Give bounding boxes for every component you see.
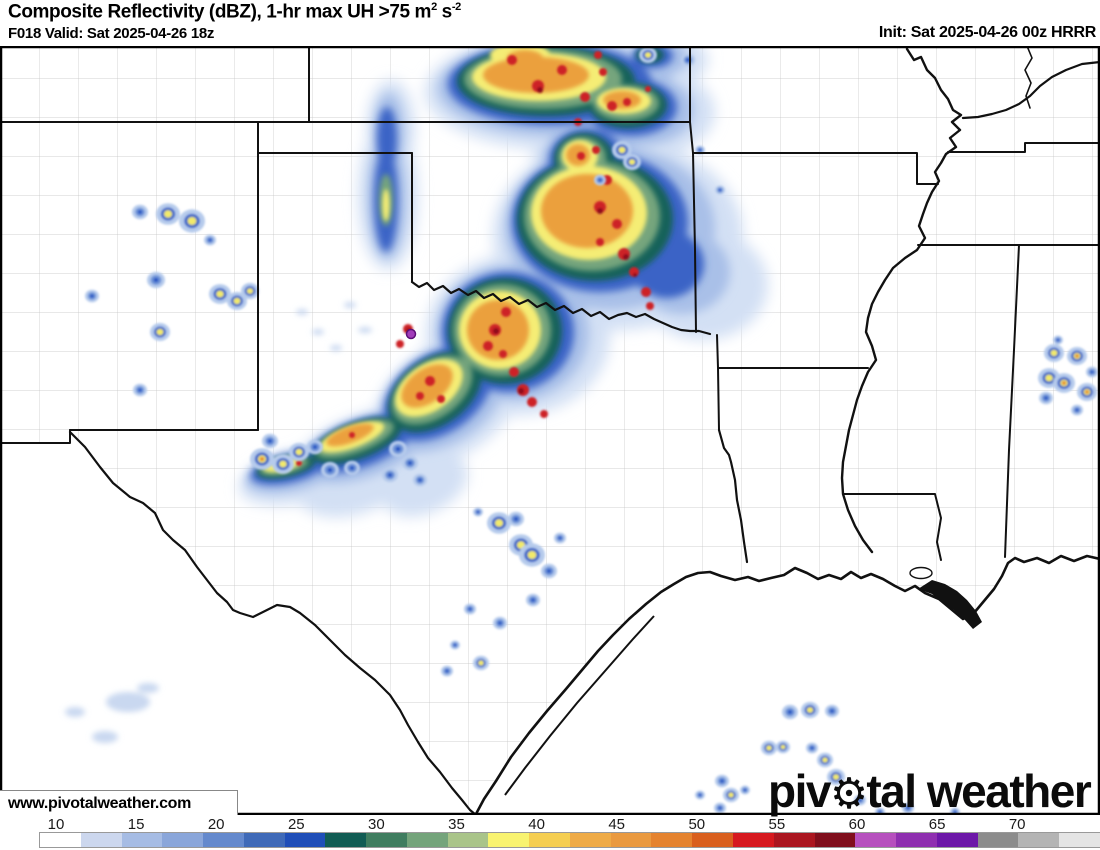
pivotal-weather-logo: piv⚙tal weather [768,765,1092,817]
rivers [68,46,1100,815]
sabine-river [717,428,749,564]
uh-track-marker [405,328,417,340]
colorbar-segment [529,833,570,847]
rio-grande [68,430,478,815]
barrier-islands [504,615,655,796]
radar-reflectivity [65,46,1098,815]
colorbar-segment [1059,833,1100,847]
colorbar-tick-label: 45 [608,816,626,833]
colorbar-tick-label: 15 [127,816,145,833]
title-superscript-2: -2 [451,1,461,13]
gear-icon: ⚙ [829,770,868,817]
colorbar-tick-label: 70 [1008,816,1026,833]
colorbar-segment [1018,833,1060,847]
page-title: Composite Reflectivity (dBZ), 1-hr max U… [8,1,461,23]
coastline [474,554,1100,815]
watermark: www.pivotalweather.com [0,790,238,815]
colorbar-tick-label: 60 [848,816,866,833]
colorbar-segment [162,833,204,847]
red-river [410,280,712,336]
header: Composite Reflectivity (dBZ), 1-hr max U… [0,0,1100,46]
colorbar-tick-label: 55 [768,816,786,833]
colorbar-segment [773,833,815,847]
mexico-region [0,432,476,815]
colorbar-segment [243,833,285,847]
colorbar-tick-label: 65 [928,816,946,833]
colorbar-segment [203,833,244,847]
colorbar-segment [855,833,897,847]
title-superscript: 2 [431,1,437,13]
colorbar-segment [325,833,367,847]
colorbar-segment [284,833,326,847]
colorbar-segment [651,833,693,847]
colorbar-segment [692,833,734,847]
colorbar-segment [488,833,530,847]
colorbar-segment [447,833,489,847]
colorbar-segment [977,833,1019,847]
colorbar-tick-label: 10 [47,816,65,833]
colorbar-segment [40,833,81,847]
colorbar-tick-label: 20 [207,816,225,833]
lake-pontchartrain [909,566,933,580]
colorbar-segment [569,833,611,847]
colorbar-tick-label: 50 [688,816,706,833]
valid-time-label: F018 Valid: Sat 2025-04-26 18z [8,25,215,42]
colorbar-labels: 10 15 20 25 30 35 40 45 50 55 60 65 70 [0,816,1100,833]
colorbar-tick-label: 25 [287,816,305,833]
init-time-label: Init: Sat 2025-04-26 00z HRRR [878,24,1096,41]
colorbar-scale [39,832,1100,848]
map-canvas [0,46,1100,815]
colorbar-segment [936,833,978,847]
colorbar: 10 15 20 25 30 35 40 45 50 55 60 65 70 [0,815,1100,850]
colorbar-segment [814,833,856,847]
colorbar-segment [610,833,652,847]
colorbar-segment [733,833,774,847]
gulf-of-mexico [476,556,1100,815]
colorbar-segment [80,833,122,847]
colorbar-segment [896,833,937,847]
colorbar-segment [366,833,407,847]
title-text: Composite Reflectivity (dBZ), 1-hr max U… [8,1,432,23]
ohio-river [961,60,1100,120]
tennessee-river [1024,46,1033,109]
colorbar-tick-label: 35 [448,816,465,833]
mississippi-river [840,47,963,554]
colorbar-tick-label: 40 [528,816,545,833]
radar-map-svg [0,46,1100,815]
colorbar-tick-label: 30 [368,816,385,833]
map-frame [0,46,1100,815]
mississippi-delta [918,580,982,629]
colorbar-segment [406,833,448,847]
colorbar-segment [121,833,163,847]
state-borders [0,46,1100,561]
